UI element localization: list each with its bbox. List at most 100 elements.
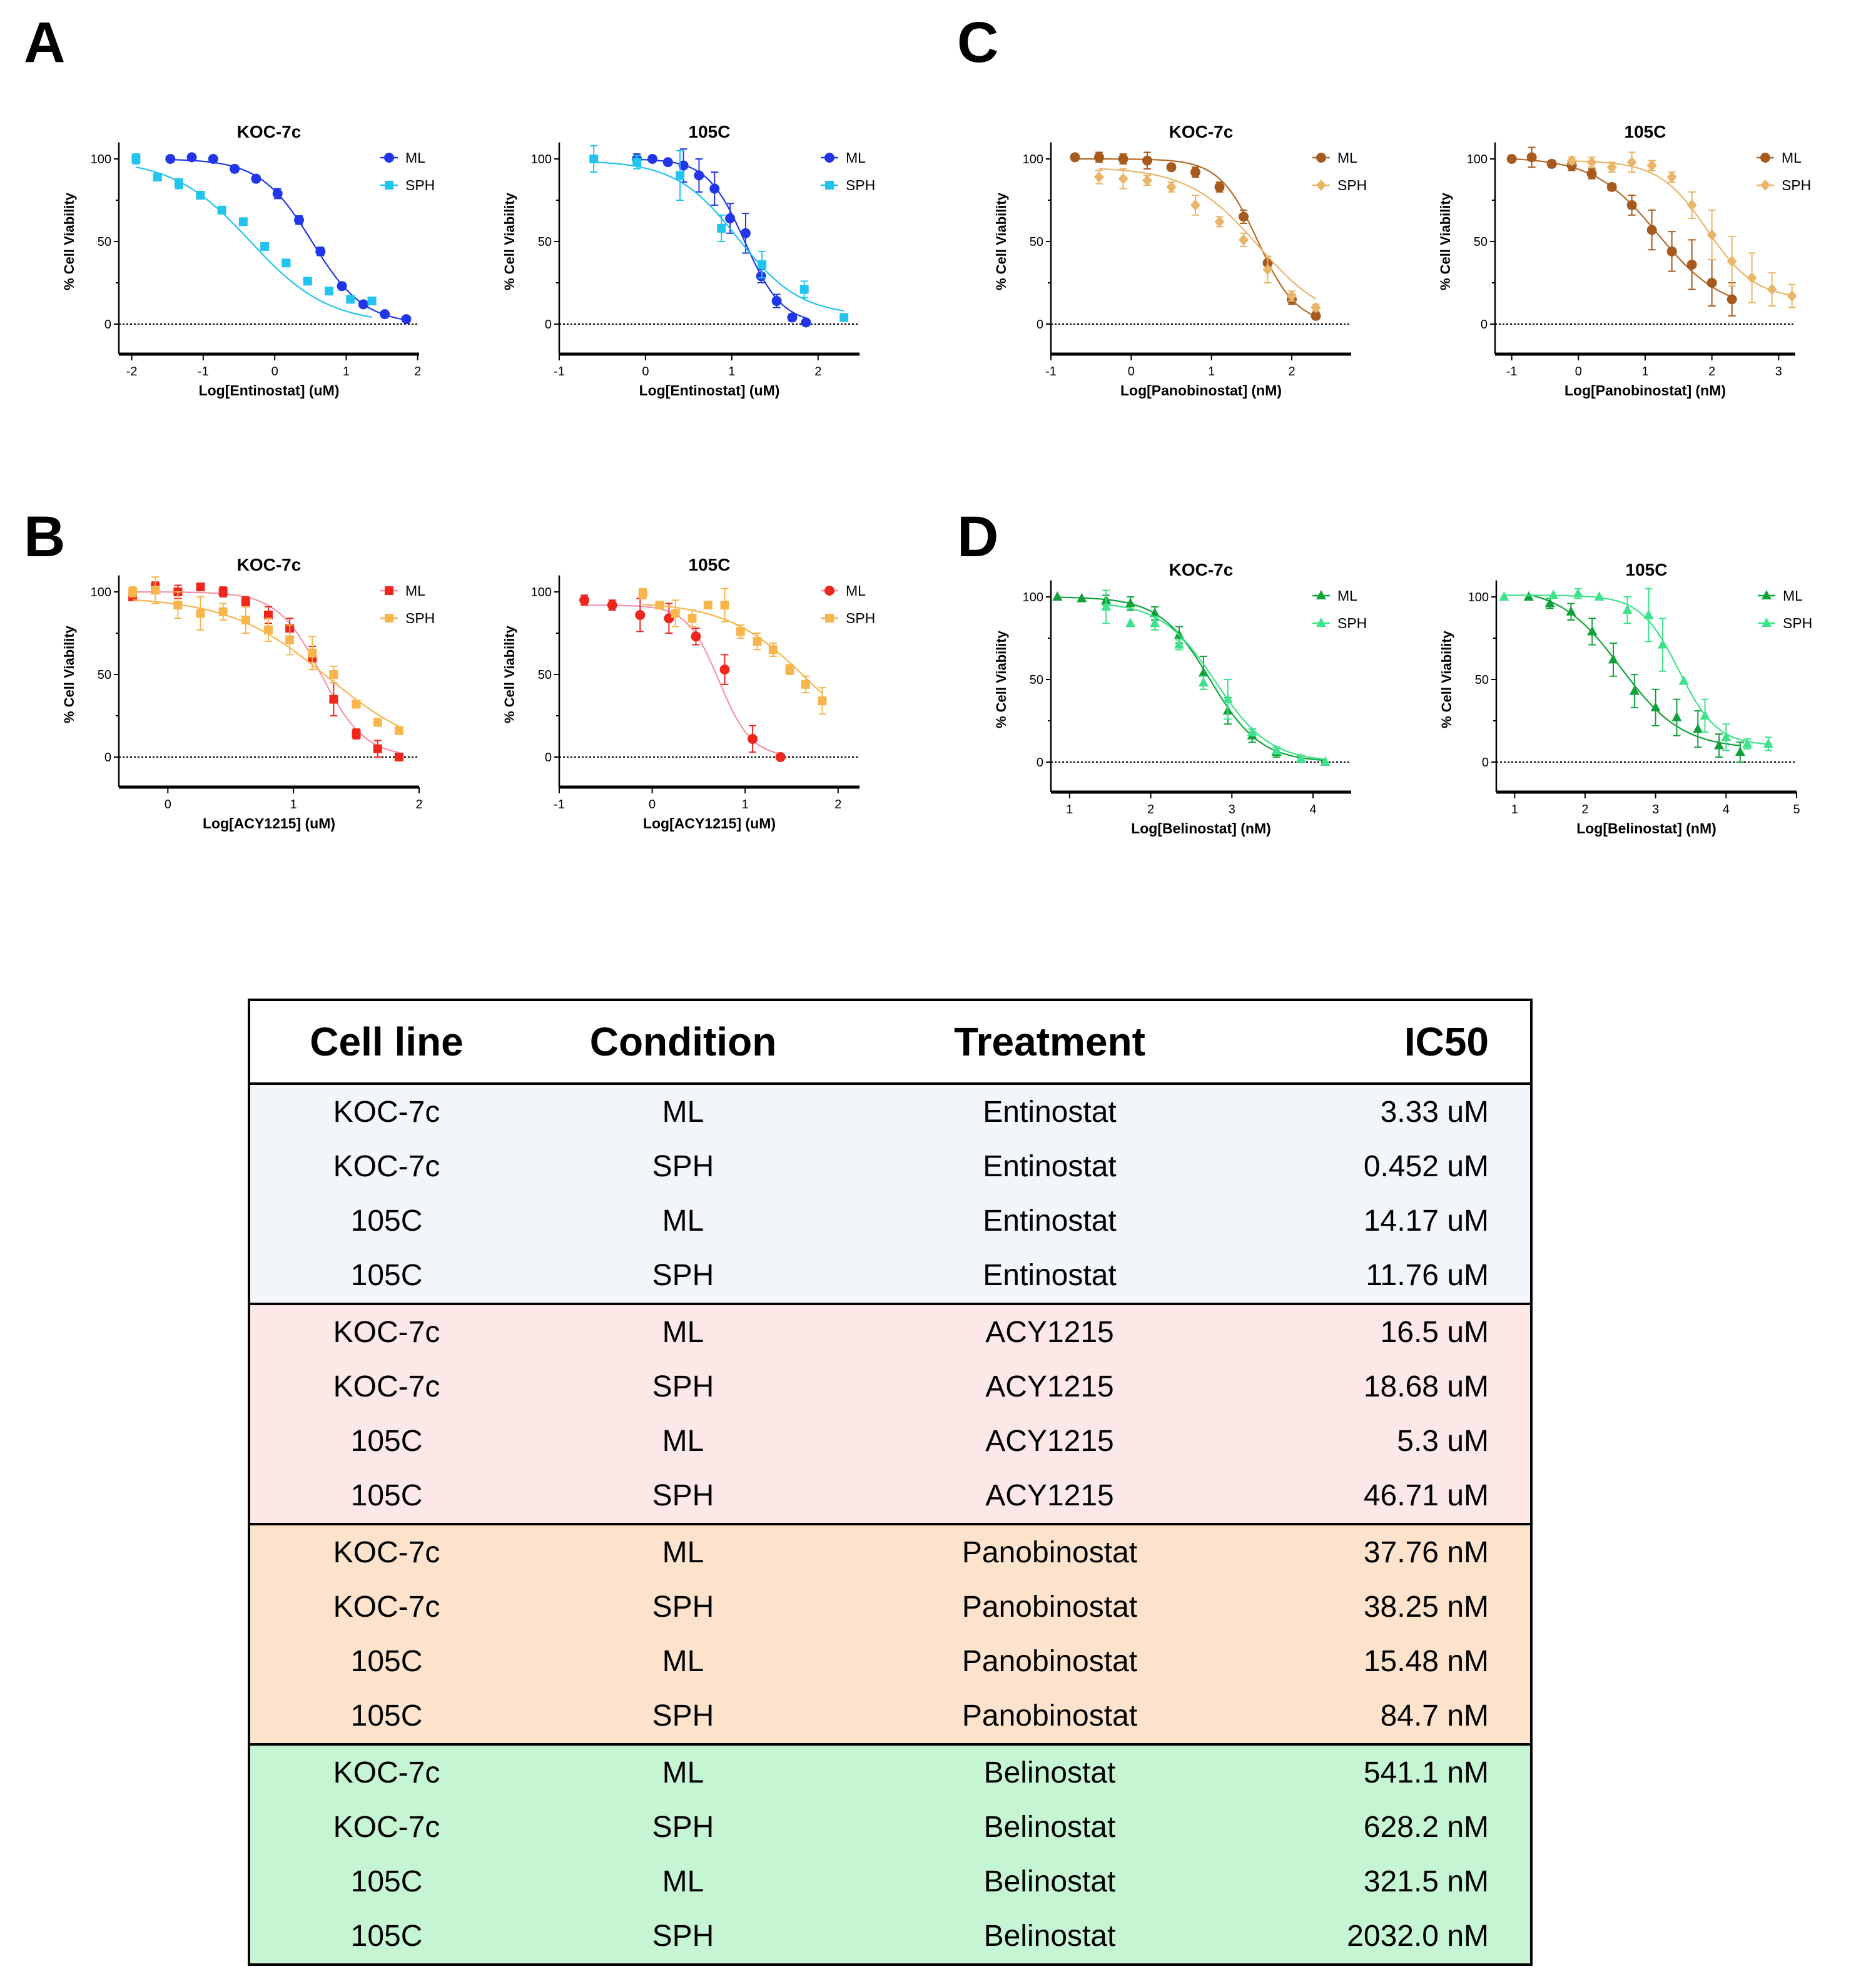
legend-label: SPH: [405, 177, 435, 193]
data-point: [1606, 161, 1617, 173]
chart-d-koc7c-belinostat: KOC-7c 0 50 100 % Cell Viability 1 2 3 4 Log[Beli…: [993, 560, 1367, 837]
y-tick-label: 0: [545, 751, 552, 765]
data-point: [241, 615, 250, 624]
data-point: [775, 752, 786, 762]
chart-c-koc7c-panobinostat: KOC-7c 0 50 100 % Cell Viability -1 0 1 2 Log[Pan…: [993, 122, 1367, 399]
table-row: 105C ML Entinostat 14.17 uM: [250, 1194, 1530, 1248]
chart-b-105c-acy1215: 105C 0 50 100 % Cell Viability -1 0 1 2 Log[ACY12…: [502, 555, 875, 832]
data-point: [1214, 181, 1225, 192]
data-point: [1094, 171, 1105, 183]
data-point: [647, 154, 657, 164]
x-axis-label: Log[Entinostat] (uM): [199, 382, 340, 399]
series-sph: [128, 576, 403, 735]
y-tick-label: 100: [1467, 153, 1488, 166]
data-point: [1586, 168, 1597, 179]
cell-line-cell: KOC-7c: [333, 1590, 440, 1624]
condition-cell: SPH: [652, 1370, 714, 1403]
data-point: [1646, 225, 1657, 235]
data-point: [1174, 629, 1184, 639]
panel-label-b: B: [24, 505, 66, 569]
data-point: [1070, 152, 1080, 163]
x-tick-label: -1: [198, 365, 209, 379]
x-tick-label: 3: [1652, 803, 1659, 817]
data-point: [719, 664, 730, 675]
data-point: [251, 173, 261, 184]
data-point: [691, 631, 701, 642]
x-tick-label: 1: [290, 798, 297, 811]
y-tick-label: 0: [1037, 756, 1043, 770]
data-point: [671, 609, 680, 618]
x-tick-label: 1: [1208, 365, 1215, 379]
data-point: [799, 285, 809, 294]
data-point: [186, 152, 197, 163]
data-point: [1622, 604, 1633, 614]
y-tick-label: 100: [91, 153, 111, 166]
ic50-cell: 3.33 uM: [1380, 1096, 1489, 1129]
legend-marker: [1760, 180, 1770, 191]
data-point: [1311, 310, 1321, 321]
data-point: [1657, 639, 1668, 649]
chart-a-105c-entinostat: 105C 0 50 100 % Cell Viability -1 0 1 2 Log[Entin…: [502, 122, 875, 399]
y-tick-label: 0: [104, 751, 111, 765]
condition-cell: SPH: [652, 1590, 714, 1624]
series-sph: [131, 153, 377, 318]
data-point: [1587, 626, 1598, 636]
data-point: [1262, 263, 1273, 275]
data-point: [329, 670, 338, 679]
legend-label: ML: [405, 583, 425, 599]
y-axis-label: % Cell Viability: [61, 625, 77, 723]
data-point: [1726, 255, 1737, 267]
ic50-table: Cell line Condition Treatment IC50 KOC-7…: [248, 999, 1533, 1966]
data-point: [687, 614, 697, 623]
x-tick-label: 2: [1288, 365, 1295, 379]
data-point: [1787, 290, 1797, 302]
fit-curve: [1504, 594, 1768, 745]
chart-title: KOC-7c: [1169, 560, 1234, 579]
table-row: KOC-7c SPH Belinostat 628.2 nM: [250, 1800, 1530, 1854]
data-point: [785, 665, 794, 674]
data-point: [725, 213, 736, 224]
data-point: [1052, 591, 1063, 601]
treatment-cell: Belinostat: [983, 1811, 1116, 1844]
data-point: [655, 601, 664, 610]
data-point: [1626, 200, 1637, 210]
data-point: [1118, 173, 1128, 185]
data-point: [1594, 591, 1605, 601]
chart-title: 105C: [689, 122, 731, 141]
data-point: [1271, 745, 1282, 755]
series-ml: [1506, 146, 1737, 317]
ic50-cell: 0.452 uM: [1363, 1150, 1489, 1183]
ic50-cell: 46.71 uM: [1363, 1479, 1489, 1512]
series-ml: [165, 152, 412, 325]
legend-item-sph: SPH: [380, 610, 435, 626]
cell-line-cell: KOC-7c: [333, 1756, 440, 1789]
data-point: [1222, 693, 1233, 703]
data-point: [709, 183, 720, 194]
data-point: [1166, 162, 1177, 173]
table-row: 105C SPH Belinostat 2032.0 nM: [250, 1909, 1530, 1963]
data-point: [1198, 667, 1209, 677]
data-point: [352, 730, 361, 739]
series-sph: [1566, 151, 1797, 308]
legend-item-sph: SPH: [380, 177, 435, 193]
legend-label: SPH: [846, 177, 875, 193]
x-tick-label: 2: [414, 365, 421, 379]
y-tick-label: 50: [98, 668, 111, 682]
data-point: [1706, 229, 1717, 241]
data-point: [1693, 723, 1703, 733]
ic50-cell: 37.76 nM: [1363, 1536, 1489, 1569]
chart-title: KOC-7c: [237, 555, 302, 574]
chart-c-105c-panobinostat: 105C 0 50 100 % Cell Viability -1 0 1 2 3 Log[Pano…: [1437, 122, 1811, 399]
x-tick-label: 2: [1147, 803, 1154, 817]
data-point: [303, 277, 312, 286]
y-tick-label: 0: [1481, 318, 1488, 332]
data-point: [1118, 154, 1128, 164]
cell-line-cell: 105C: [350, 1204, 423, 1238]
legend-item-ml: ML: [1758, 588, 1803, 604]
ic50-cell: 16.5 uM: [1380, 1316, 1489, 1349]
legend-marker: [824, 586, 834, 596]
cell-line-cell: KOC-7c: [333, 1370, 440, 1403]
data-point: [380, 309, 390, 320]
fit-curve: [1511, 158, 1733, 298]
data-point: [818, 696, 827, 706]
